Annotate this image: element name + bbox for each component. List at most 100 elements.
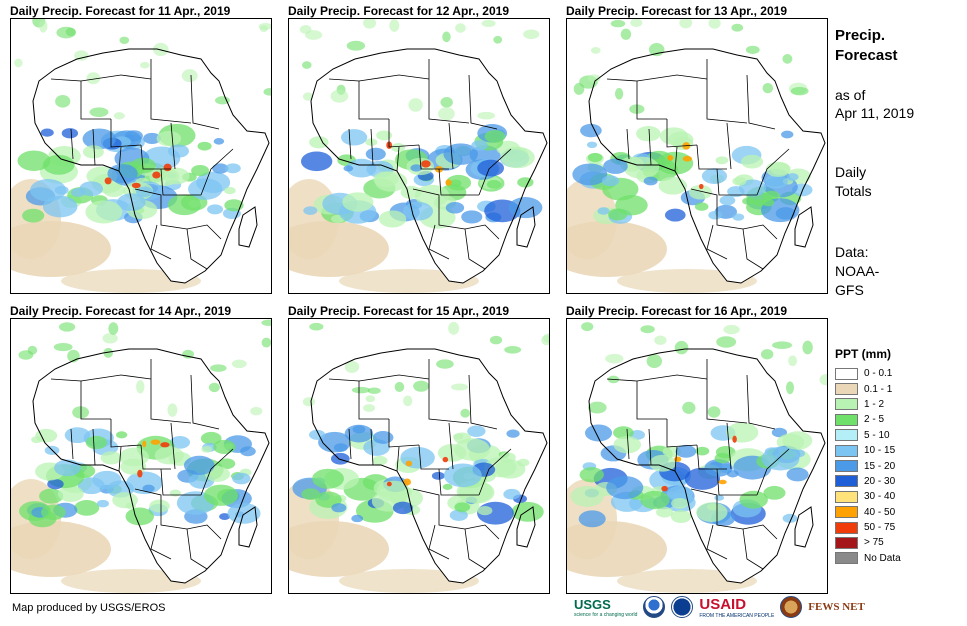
precip-area [786, 467, 809, 482]
precip-area [378, 210, 407, 228]
precip-area [107, 164, 138, 183]
country-border [134, 488, 188, 530]
precip-area [698, 183, 704, 190]
precip-area [163, 163, 172, 172]
precip-area [671, 497, 689, 509]
country-border [160, 468, 201, 496]
country-border [388, 419, 420, 448]
legend-label: 30 - 40 [864, 491, 896, 503]
precip-area [200, 431, 222, 445]
precip-area [613, 426, 634, 440]
precip-area [659, 127, 688, 145]
precip-area [113, 112, 125, 120]
country-border [746, 374, 776, 430]
precip-area [578, 510, 606, 528]
precip-area [167, 403, 178, 417]
precip-area [442, 483, 453, 490]
legend-item: 10 - 15 [835, 443, 901, 458]
precip-area [761, 446, 800, 471]
precip-area [365, 147, 386, 161]
precip-area [392, 501, 413, 515]
fews-net-logo: FEWS NET [808, 601, 865, 613]
precip-area [402, 201, 434, 221]
country-border [348, 128, 352, 160]
country-border [666, 419, 698, 448]
precip-area [117, 193, 146, 212]
precip-area [765, 174, 788, 189]
country-border [134, 188, 188, 230]
precip-area [489, 335, 503, 345]
precip-area [739, 490, 768, 509]
country-border [756, 448, 790, 496]
country-border [118, 446, 122, 472]
precip-area [819, 374, 827, 386]
legend-label: 40 - 50 [864, 506, 896, 518]
precip-area [54, 459, 81, 477]
precip-area [696, 502, 728, 522]
legend-swatch [835, 490, 858, 503]
country-border [118, 146, 122, 172]
precip-area [333, 443, 348, 452]
precip-area [670, 510, 692, 523]
precip-area [47, 479, 64, 490]
precip-area [451, 383, 468, 391]
legend-label: 10 - 15 [864, 445, 896, 457]
forecast-panel-5: Daily Precip. Forecast for 15 Apr., 2019 [288, 304, 550, 594]
precip-area [104, 177, 112, 185]
precip-area [344, 360, 360, 373]
precip-area [517, 177, 534, 188]
country-border [636, 74, 708, 82]
precip-area [601, 175, 620, 187]
sidebar-title: Precip. Forecast [835, 27, 898, 64]
precip-area [741, 154, 764, 169]
country-border [742, 524, 778, 540]
precip-area [579, 467, 604, 483]
precip-area [215, 96, 230, 105]
precip-area [55, 95, 71, 108]
precip-area [389, 19, 400, 32]
precip-area [301, 488, 320, 500]
precip-area [781, 130, 794, 139]
forecast-panel-2: Daily Precip. Forecast for 12 Apr., 2019 [288, 4, 550, 294]
africa-map [566, 318, 828, 594]
country-border [370, 428, 374, 466]
precip-area [136, 186, 153, 198]
precip-area [802, 340, 813, 355]
coastline [588, 348, 826, 584]
legend-label: 20 - 30 [864, 475, 896, 487]
precip-area [771, 427, 788, 438]
country-border [170, 422, 176, 470]
country-border [150, 524, 172, 560]
legend-swatch [835, 475, 858, 488]
precip-area [201, 446, 212, 453]
precip-area [587, 74, 601, 83]
africa-map [10, 318, 272, 594]
legend-item: No Data [835, 551, 901, 566]
country-border [186, 524, 222, 540]
country-border [464, 524, 500, 540]
country-border [742, 528, 764, 570]
precip-area [259, 25, 269, 33]
panel-title: Daily Precip. Forecast for 11 Apr., 2019 [10, 4, 231, 18]
country-border [50, 378, 111, 420]
precip-area [263, 88, 271, 96]
country-border [370, 128, 374, 166]
precip-area [405, 460, 413, 467]
precip-area [455, 23, 466, 33]
country-border [200, 148, 234, 196]
precip-area [74, 500, 100, 516]
precip-area [661, 485, 668, 492]
legend-item: 20 - 30 [835, 474, 901, 489]
precip-area [445, 202, 465, 214]
precip-area [567, 179, 617, 259]
precip-area [102, 333, 118, 344]
forecast-panel-1: Daily Precip. Forecast for 11 Apr., 2019 [10, 4, 272, 294]
precip-area [442, 456, 449, 463]
legend: 0 - 0.1 0.1 - 1 1 - 2 2 - 5 5 - 10 10 - 15 15 … [835, 366, 901, 566]
country-border [674, 146, 678, 172]
precip-area [484, 129, 506, 143]
precip-area [500, 146, 535, 169]
panel-title: Daily Precip. Forecast for 16 Apr., 2019 [566, 304, 787, 318]
precip-area [342, 192, 374, 212]
precip-area [302, 397, 316, 407]
